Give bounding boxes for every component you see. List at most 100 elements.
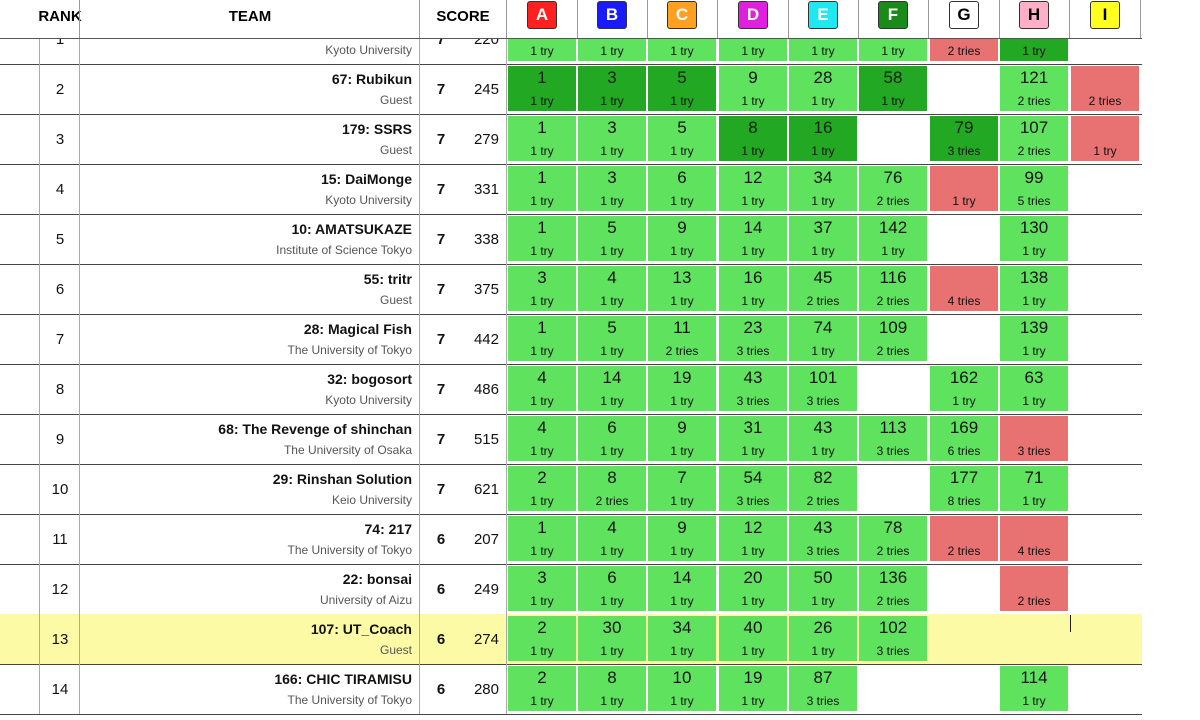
problem-cell-f[interactable]: 113 3 tries bbox=[859, 416, 927, 461]
problem-cell-a[interactable]: 3 1 try bbox=[508, 566, 576, 611]
problem-badge-a[interactable]: A bbox=[527, 1, 557, 29]
problem-cell-a[interactable]: 2 1 try bbox=[508, 666, 576, 711]
problem-cell-d[interactable]: 14 1 try bbox=[719, 216, 787, 261]
problem-cell-e[interactable]: 16 1 try bbox=[789, 116, 857, 161]
problem-cell-c[interactable]: 7 1 try bbox=[648, 466, 716, 511]
problem-cell-b[interactable]: 3 1 try bbox=[578, 166, 646, 211]
table-row[interactable]: 6 55: tritr Guest 7 375 3 1 try 4 1 try 13 1 try 16… bbox=[0, 264, 1142, 315]
problem-cell-b[interactable]: 8 1 try bbox=[578, 666, 646, 711]
problem-badge-h[interactable]: H bbox=[1019, 1, 1049, 29]
problem-cell-d[interactable]: 12 1 try bbox=[719, 166, 787, 211]
table-row[interactable]: 8 32: bogosort Kyoto University 7 486 4 1 try 1… bbox=[0, 364, 1142, 415]
problem-cell-f[interactable]: 76 2 tries bbox=[859, 166, 927, 211]
problem-cell-a[interactable]: 4 1 try bbox=[508, 416, 576, 461]
problem-cell-e[interactable]: 45 2 tries bbox=[789, 266, 857, 311]
problem-cell-d[interactable]: 8 1 try bbox=[719, 116, 787, 161]
problem-cell-f[interactable]: 102 3 tries bbox=[859, 616, 927, 661]
problem-badge-i[interactable]: I bbox=[1090, 1, 1120, 29]
problem-badge-b[interactable]: B bbox=[597, 1, 627, 29]
problem-cell-b[interactable]: 6 1 try bbox=[578, 566, 646, 611]
problem-cell-d[interactable]: 23 3 tries bbox=[719, 316, 787, 361]
table-row[interactable]: 11 74: 217 The University of Tokyo 6 207 1 1 t… bbox=[0, 514, 1142, 565]
table-row[interactable]: 14 166: CHIC TIRAMISU The University of To… bbox=[0, 664, 1142, 715]
problem-cell-e[interactable]: 50 1 try bbox=[789, 566, 857, 611]
problem-cell-b[interactable]: 30 1 try bbox=[578, 616, 646, 661]
problem-cell-h[interactable]: 2 tries bbox=[1000, 566, 1068, 611]
problem-badge-g[interactable]: G bbox=[949, 1, 979, 29]
problem-cell-b[interactable]: 5 1 try bbox=[578, 316, 646, 361]
problem-cell-e[interactable]: 74 1 try bbox=[789, 316, 857, 361]
problem-cell-c[interactable]: 9 1 try bbox=[648, 516, 716, 561]
problem-cell-a[interactable]: 1 1 try bbox=[508, 516, 576, 561]
table-row[interactable]: 4 15: DaiMonge Kyoto University 7 331 1 1 try 3… bbox=[0, 164, 1142, 215]
problem-cell-c[interactable]: 9 1 try bbox=[648, 416, 716, 461]
problem-cell-a[interactable]: 4 1 try bbox=[508, 366, 576, 411]
problem-cell-g[interactable]: 4 tries bbox=[930, 266, 998, 311]
problem-cell-g[interactable]: 1 try bbox=[930, 166, 998, 211]
table-row[interactable]: 2 67: Rubikun Guest 7 245 1 1 try 3 1 try 5 1 try 9… bbox=[0, 64, 1142, 115]
problem-badge-c[interactable]: C bbox=[667, 1, 697, 29]
problem-cell-e[interactable]: 37 1 try bbox=[789, 216, 857, 261]
problem-cell-i[interactable]: 2 tries bbox=[1071, 66, 1139, 111]
problem-cell-c[interactable]: 6 1 try bbox=[648, 166, 716, 211]
problem-cell-a[interactable]: 1 1 try bbox=[508, 66, 576, 111]
problem-cell-g[interactable]: 169 6 tries bbox=[930, 416, 998, 461]
problem-cell-d[interactable]: 12 1 try bbox=[719, 516, 787, 561]
table-row[interactable]: 7 28: Magical Fish The University of Tokyo… bbox=[0, 314, 1142, 365]
table-row[interactable]: 9 68: The Revenge of shinchan The Universi… bbox=[0, 414, 1142, 465]
problem-cell-c[interactable]: 9 1 try bbox=[648, 216, 716, 261]
problem-cell-c[interactable]: 19 1 try bbox=[648, 366, 716, 411]
problem-cell-e[interactable]: 43 1 try bbox=[789, 416, 857, 461]
table-row[interactable]: 3 179: SSRS Guest 7 279 1 1 try 3 1 try 5 1 try 8 1 … bbox=[0, 114, 1142, 165]
problem-cell-a[interactable]: 1 1 try bbox=[508, 316, 576, 361]
table-row[interactable]: 12 22: bonsai University of Aizu 6 249 3 1 try… bbox=[0, 564, 1142, 615]
table-row[interactable]: 5 10: AMATSUKAZE Institute of Science Toky… bbox=[0, 214, 1142, 265]
problem-cell-e[interactable]: 82 2 tries bbox=[789, 466, 857, 511]
problem-cell-h[interactable]: 121 2 tries bbox=[1000, 66, 1068, 111]
problem-cell-h[interactable]: 130 1 try bbox=[1000, 216, 1068, 261]
problem-cell-c[interactable]: 13 1 try bbox=[648, 266, 716, 311]
problem-cell-h[interactable]: 107 2 tries bbox=[1000, 116, 1068, 161]
problem-cell-b[interactable]: 3 1 try bbox=[578, 66, 646, 111]
problem-cell-e[interactable]: 87 3 tries bbox=[789, 666, 857, 711]
problem-cell-a[interactable]: 1 1 try bbox=[508, 166, 576, 211]
problem-cell-b[interactable]: 4 1 try bbox=[578, 266, 646, 311]
problem-badge-d[interactable]: D bbox=[738, 1, 768, 29]
problem-badge-f[interactable]: F bbox=[878, 1, 908, 29]
problem-cell-b[interactable]: 4 1 try bbox=[578, 516, 646, 561]
problem-cell-e[interactable]: 101 3 tries bbox=[789, 366, 857, 411]
problem-cell-a[interactable]: 2 1 try bbox=[508, 466, 576, 511]
problem-cell-a[interactable]: 1 1 try bbox=[508, 216, 576, 261]
problem-cell-f[interactable]: 136 2 tries bbox=[859, 566, 927, 611]
problem-cell-b[interactable]: 8 2 tries bbox=[578, 466, 646, 511]
problem-cell-i[interactable]: 1 try bbox=[1071, 116, 1139, 161]
problem-cell-h[interactable]: 3 tries bbox=[1000, 416, 1068, 461]
problem-cell-d[interactable]: 20 1 try bbox=[719, 566, 787, 611]
problem-cell-a[interactable]: 2 1 try bbox=[508, 616, 576, 661]
problem-cell-b[interactable]: 6 1 try bbox=[578, 416, 646, 461]
problem-cell-e[interactable]: 34 1 try bbox=[789, 166, 857, 211]
problem-cell-g[interactable]: 2 tries bbox=[930, 516, 998, 561]
problem-cell-d[interactable]: 19 1 try bbox=[719, 666, 787, 711]
problem-cell-d[interactable]: 31 1 try bbox=[719, 416, 787, 461]
problem-cell-h[interactable]: 4 tries bbox=[1000, 516, 1068, 561]
problem-cell-e[interactable]: 28 1 try bbox=[789, 66, 857, 111]
problem-cell-f[interactable]: 142 1 try bbox=[859, 216, 927, 261]
problem-cell-c[interactable]: 11 2 tries bbox=[648, 316, 716, 361]
problem-cell-g[interactable]: 79 3 tries bbox=[930, 116, 998, 161]
problem-cell-g[interactable]: 177 8 tries bbox=[930, 466, 998, 511]
problem-cell-h[interactable]: 139 1 try bbox=[1000, 316, 1068, 361]
problem-cell-h[interactable]: 71 1 try bbox=[1000, 466, 1068, 511]
problem-cell-h[interactable]: 63 1 try bbox=[1000, 366, 1068, 411]
problem-cell-e[interactable]: 43 3 tries bbox=[789, 516, 857, 561]
problem-cell-d[interactable]: 40 1 try bbox=[719, 616, 787, 661]
problem-cell-d[interactable]: 43 3 tries bbox=[719, 366, 787, 411]
problem-cell-c[interactable]: 5 1 try bbox=[648, 66, 716, 111]
table-row[interactable]: 10 29: Rinshan Solution Keio University 7 62… bbox=[0, 464, 1142, 515]
problem-cell-h[interactable]: 99 5 tries bbox=[1000, 166, 1068, 211]
problem-cell-f[interactable]: 116 2 tries bbox=[859, 266, 927, 311]
problem-cell-g[interactable]: 162 1 try bbox=[930, 366, 998, 411]
problem-cell-d[interactable]: 54 3 tries bbox=[719, 466, 787, 511]
problem-cell-c[interactable]: 10 1 try bbox=[648, 666, 716, 711]
problem-cell-f[interactable]: 78 2 tries bbox=[859, 516, 927, 561]
